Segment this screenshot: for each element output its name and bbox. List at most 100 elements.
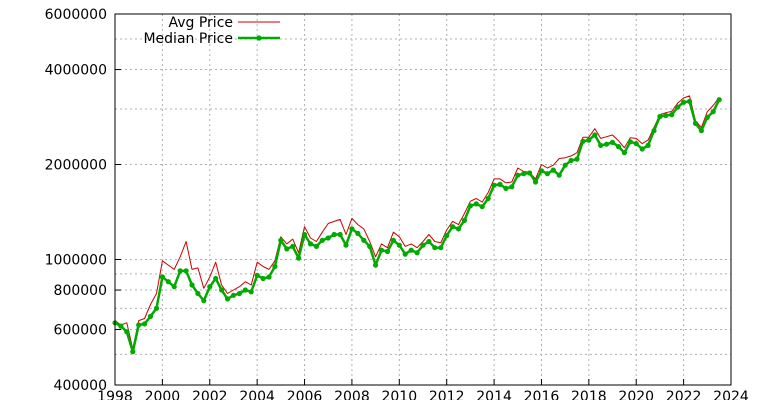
data-point-median-price [621,150,628,156]
data-point-median-price [130,349,136,355]
data-point-median-price [248,289,254,295]
data-point-median-price [278,237,284,243]
data-point-median-price [266,274,272,280]
data-point-median-price [497,181,503,187]
data-point-median-price [698,128,705,134]
x-tick-label: 2020 [618,389,654,400]
data-point-median-price [473,201,479,207]
data-point-median-price [319,237,325,243]
x-tick-label: 2012 [429,389,465,400]
data-point-median-price [142,321,148,327]
x-tick-label: 2022 [666,389,702,400]
data-point-median-price [118,323,124,329]
data-point-median-price [586,137,592,143]
legend: Avg Price Median Price [143,15,280,47]
data-point-median-price [426,238,432,245]
data-point-median-price [657,113,663,120]
data-point-median-price [396,242,402,248]
series-line-avg-price [114,95,720,350]
data-point-median-price [136,322,142,328]
data-point-median-price [171,284,177,290]
data-point-median-price [580,138,586,144]
data-point-median-price [544,171,551,177]
legend-label-median: Median Price [143,31,233,47]
data-point-median-price [207,284,213,290]
data-point-median-price [296,255,302,261]
data-point-median-price [195,290,201,297]
data-point-median-price [675,104,681,110]
data-point-median-price [568,157,574,164]
y-tick-label: 2000000 [45,158,107,174]
data-point-median-price [550,167,556,173]
data-point-median-price [432,245,438,251]
data-point-median-price [598,142,604,148]
x-tick-label: 2014 [476,389,512,400]
data-point-median-price [444,233,450,239]
data-point-median-price [224,296,231,302]
data-point-median-price [633,141,639,147]
data-point-median-price [213,275,219,282]
data-point-median-price [503,185,509,191]
legend-marker-median [256,35,262,41]
data-point-median-price [681,99,687,105]
data-point-median-price [645,142,651,148]
x-tick-label: 2018 [571,389,607,400]
data-point-median-price [479,204,485,210]
data-point-median-price [384,248,391,255]
data-point-median-price [177,268,183,274]
data-point-median-price [378,247,385,253]
x-tick-label: 2004 [239,389,275,400]
data-point-median-price [272,263,278,270]
data-point-median-price [408,247,414,253]
x-tick-label: 1998 [97,389,133,400]
data-point-median-price [615,144,622,150]
data-point-median-price [710,109,716,115]
data-point-median-price [260,275,266,282]
data-point-median-price [124,329,130,335]
plot-frame [114,13,732,386]
data-point-median-price [349,226,355,232]
data-point-median-price [604,141,610,147]
data-point-median-price [414,250,420,256]
series-line-median-price [114,99,721,353]
data-point-median-price [355,230,361,236]
x-tick-label: 2002 [192,389,228,400]
data-point-median-price [230,292,237,298]
data-point-median-price [373,262,379,268]
data-point-median-price [527,170,533,176]
data-point-median-price [284,246,290,252]
series-group [112,95,722,355]
data-point-median-price [325,235,331,241]
data-point-median-price [521,171,527,177]
x-tick-label: 2008 [334,389,370,400]
data-point-median-price [556,172,562,178]
data-point-median-price [692,120,699,126]
y-tick-label: 4000000 [45,63,107,79]
x-tick-label: 2016 [524,389,560,400]
data-point-median-price [313,243,319,249]
data-point-median-price [627,139,633,145]
y-tick-label: 6000000 [45,7,107,23]
x-tick-label: 2006 [287,389,323,400]
data-point-median-price [402,251,408,257]
data-point-median-price [663,112,669,119]
y-tick-label: 600000 [54,322,107,338]
data-point-median-price [669,112,675,118]
data-point-median-price [254,272,260,278]
data-point-median-price [438,245,444,251]
data-point-median-price [290,243,296,249]
data-point-median-price [390,237,396,243]
x-tick-label: 2000 [145,389,181,400]
data-point-median-price [461,217,468,223]
data-point-median-price [532,179,539,185]
data-point-median-price [183,268,189,274]
x-tick-label: 2024 [713,389,749,400]
data-point-median-price [716,97,722,103]
data-point-median-price [367,243,373,249]
data-point-median-price [236,290,242,297]
data-point-median-price [153,305,160,311]
data-point-median-price [574,156,580,162]
data-point-median-price [343,242,349,248]
data-point-median-price [704,114,710,120]
